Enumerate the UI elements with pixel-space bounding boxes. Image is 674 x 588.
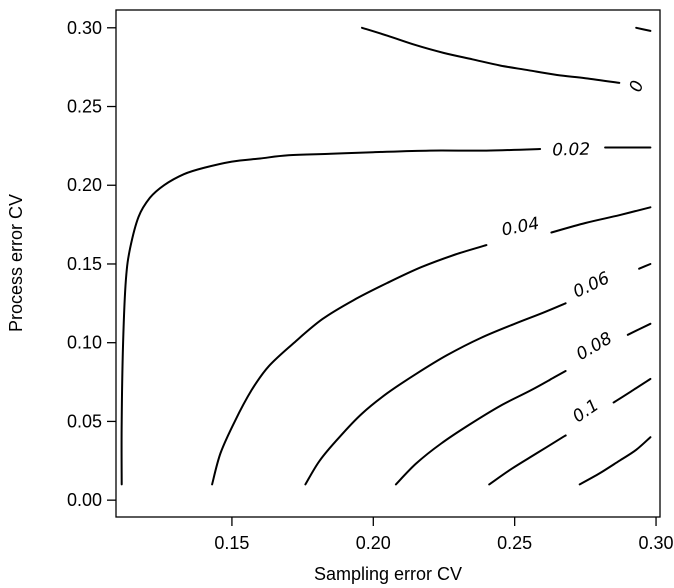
y-tick-label-6: 0.30 <box>67 18 102 38</box>
y-tick-label-5: 0.25 <box>67 97 102 117</box>
contour-line-4-1 <box>626 322 652 336</box>
contour-line-3-1 <box>638 263 652 270</box>
contour-labels: 0 0.02 0.04 0.06 0.08 0.1 <box>500 78 648 427</box>
contour-line-0-0 <box>361 26 621 84</box>
contour-line-3-0 <box>304 302 567 486</box>
contour-line-4-0 <box>394 370 567 486</box>
y-tick-label-3: 0.15 <box>67 254 102 274</box>
contour-line-0-1 <box>635 26 652 32</box>
y-axis-title: Process error CV <box>6 194 26 332</box>
y-tick-label-4: 0.20 <box>67 175 102 195</box>
x-tick-label-1: 0.20 <box>356 533 391 553</box>
y-tick-label-0: 0.00 <box>67 490 102 510</box>
plot-frame <box>115 9 661 518</box>
contour-label-1: 0.02 <box>552 140 590 161</box>
y-axis-ticks: 0.00 0.05 0.10 0.15 0.20 0.25 0.30 <box>67 18 116 510</box>
contour-label-3: 0.06 <box>570 268 613 302</box>
contour-lines <box>120 26 652 486</box>
contour-line-5-0 <box>488 434 567 486</box>
y-tick-label-1: 0.05 <box>67 411 102 431</box>
contour-label-0: 0 <box>626 78 648 94</box>
contour-line-6-0 <box>578 436 652 486</box>
contour-label-2: 0.04 <box>500 214 541 241</box>
y-tick-label-2: 0.10 <box>67 333 102 353</box>
contour-line-2-1 <box>550 206 652 234</box>
x-axis-title: Sampling error CV <box>314 564 462 584</box>
x-tick-label-0: 0.15 <box>214 533 249 553</box>
x-axis-ticks: 0.15 0.20 0.25 0.30 <box>214 517 674 553</box>
x-tick-label-3: 0.30 <box>639 533 674 553</box>
contour-label-4: 0.08 <box>573 328 616 364</box>
contour-line-2-0 <box>211 244 488 486</box>
contour-label-5: 0.1 <box>569 395 603 427</box>
contour-line-5-1 <box>612 377 652 404</box>
x-tick-label-2: 0.25 <box>497 533 532 553</box>
contour-line-1-0 <box>120 148 542 486</box>
